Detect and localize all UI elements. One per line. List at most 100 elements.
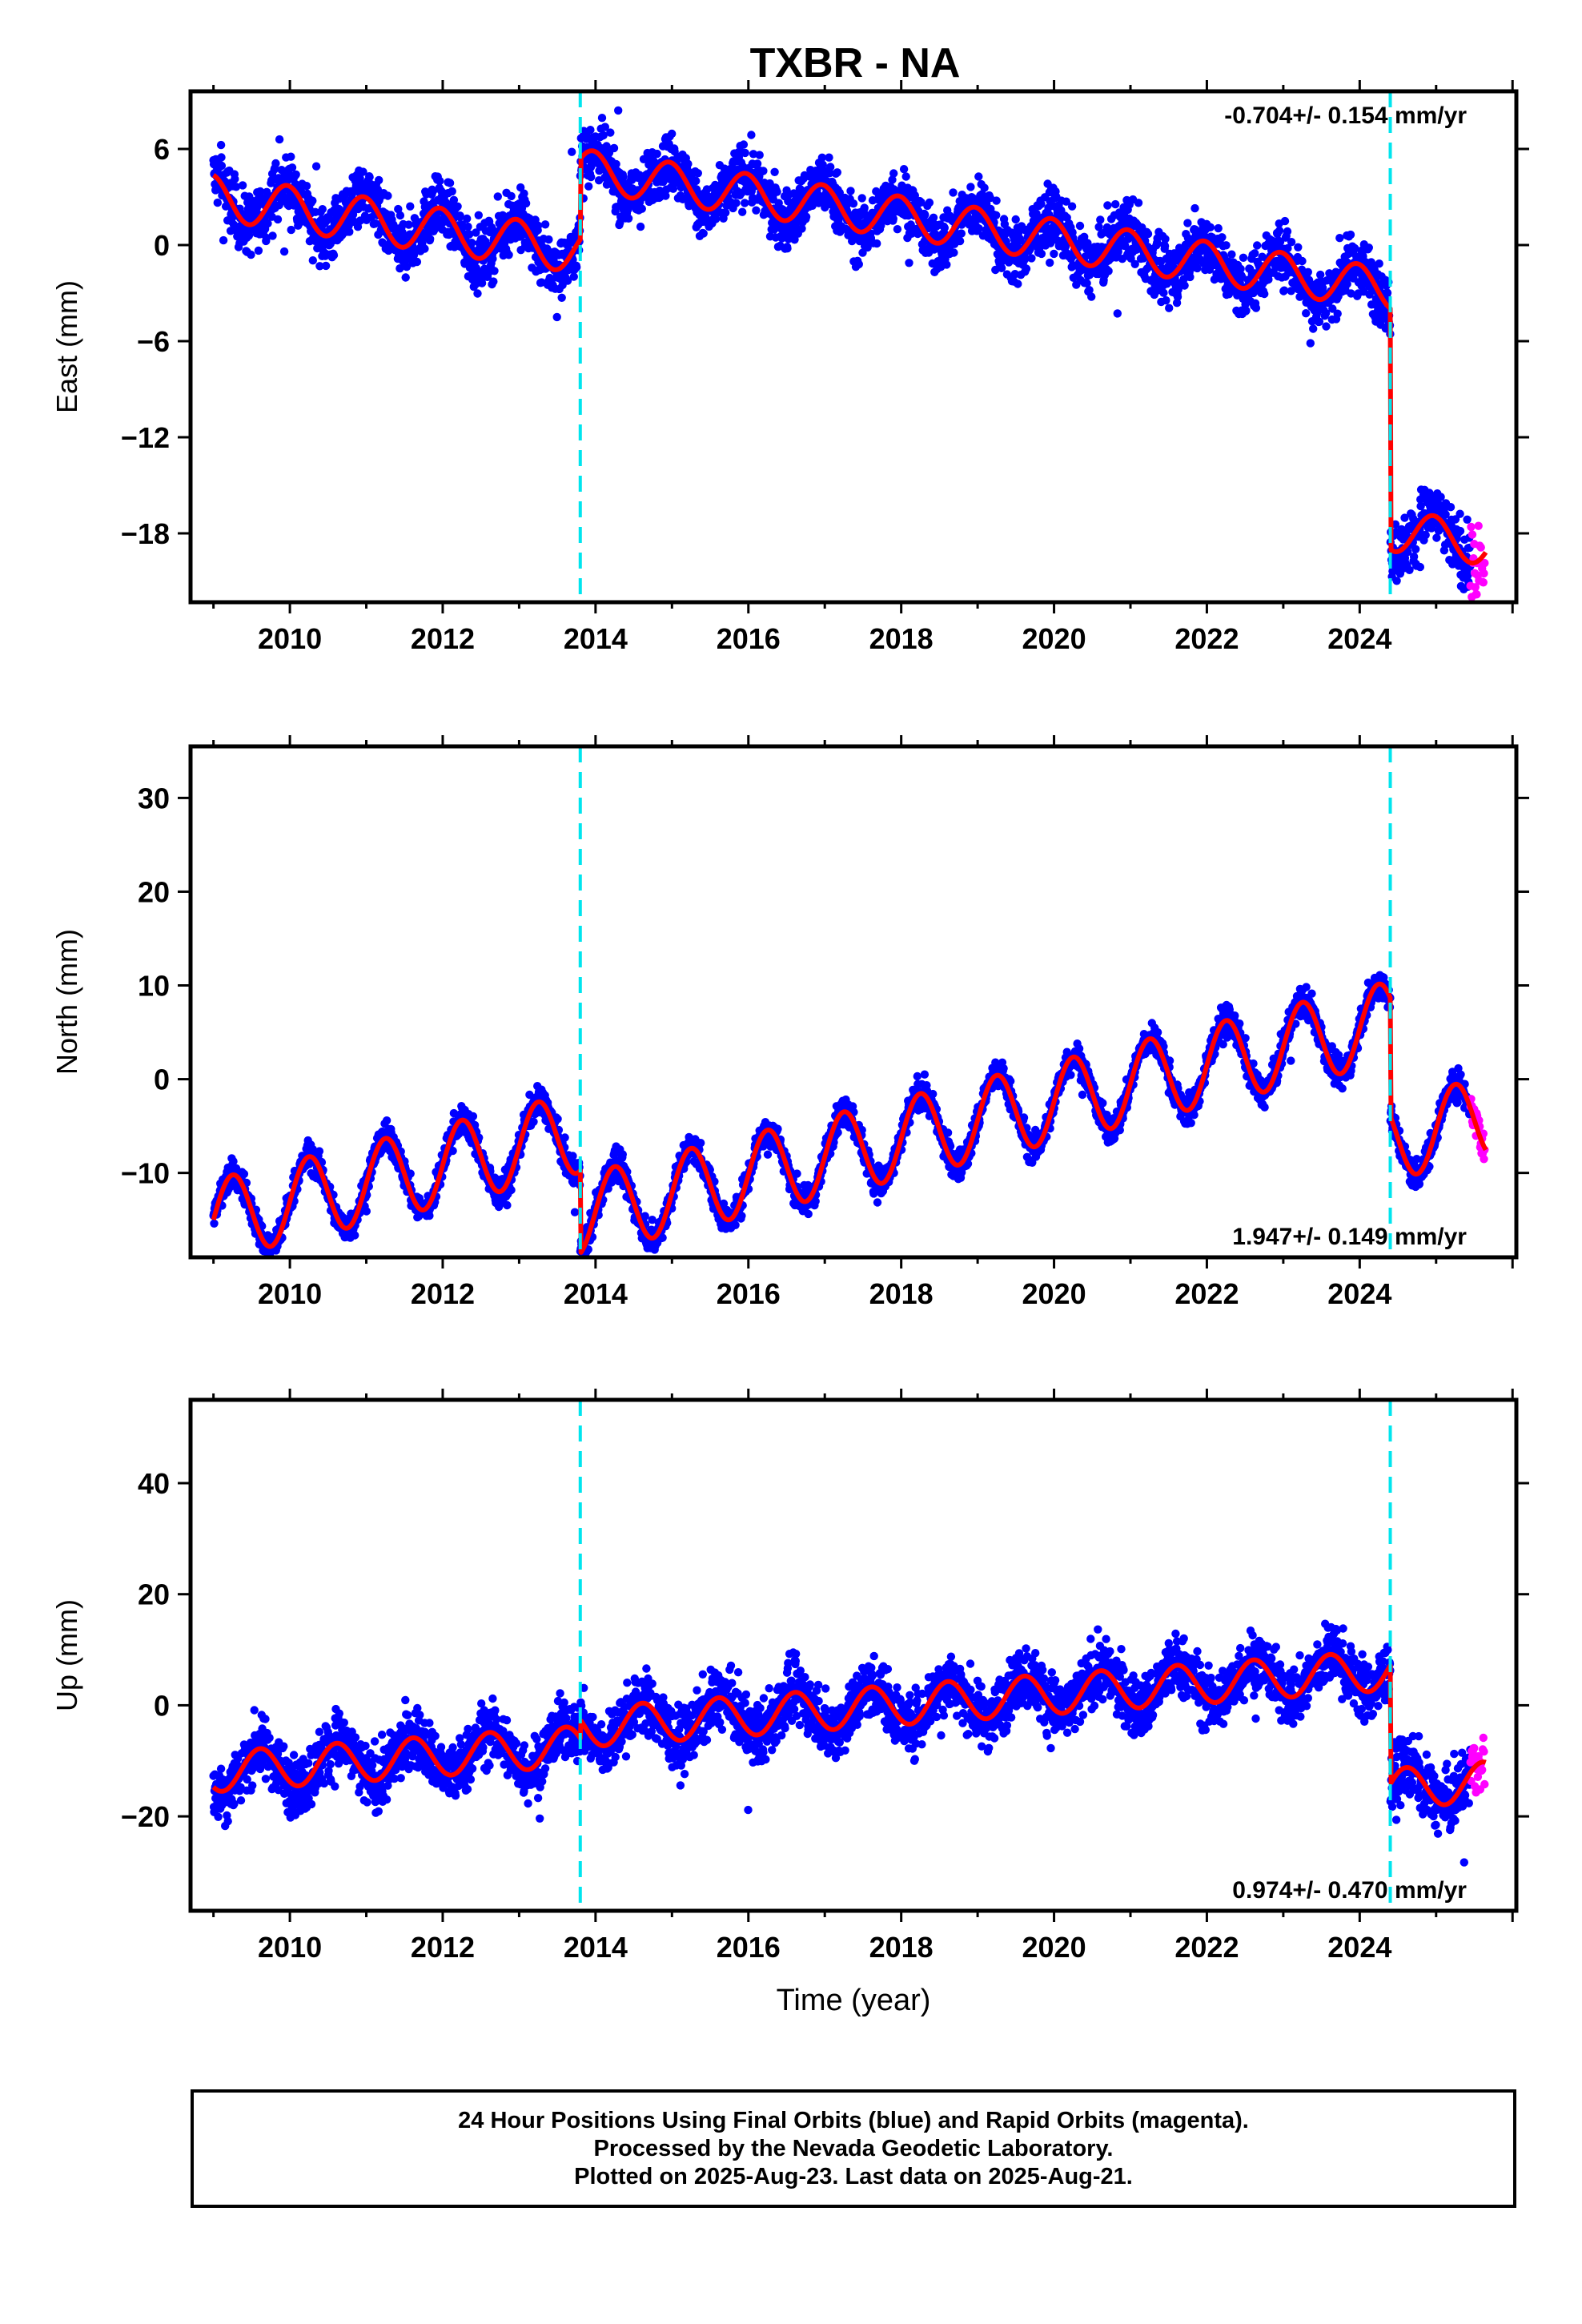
data-point [516,183,525,192]
data-point [488,254,497,263]
data-point [684,159,693,168]
data-point [533,221,543,230]
rapid-data-point [1472,590,1481,599]
data-point [453,202,462,211]
data-point [477,279,487,287]
data-point [774,199,783,207]
data-point [1022,264,1031,273]
data-point [974,172,983,181]
data-point [569,272,578,281]
rate-label: -0.704+/- 0.154 mm/yr [1224,103,1467,129]
data-point [402,263,412,271]
data-point [1046,258,1054,267]
data-point [1113,309,1122,318]
data-point [1162,296,1170,305]
data-point [1375,259,1383,268]
data-point [1214,223,1223,233]
data-point [1020,255,1030,264]
data-point [826,163,835,171]
data-point [940,223,950,232]
data-point [383,191,392,200]
data-point [287,225,295,235]
data-point [1322,322,1331,331]
data-point [825,153,833,162]
data-point [1364,243,1374,252]
data-point [661,191,670,200]
data-point [790,235,799,244]
data-point [759,167,768,175]
data-point [858,248,867,257]
data-point [1173,292,1182,301]
data-point [217,153,226,162]
data-point [287,163,297,172]
data-point [563,276,572,285]
rapid-data-point [1467,522,1476,532]
plot-area [209,971,1489,1257]
data-point [1335,234,1344,243]
data-point [1275,226,1284,235]
rapid-data-point [1476,543,1485,552]
data-point [1050,249,1058,259]
data-point [1446,503,1456,512]
data-point [426,235,435,243]
data-point [1134,199,1143,207]
data-point [711,215,721,223]
data-point [1165,304,1174,312]
data-point [445,179,455,187]
data-point [362,1207,371,1216]
data-point [1260,289,1269,299]
data-point [231,183,241,191]
data-point [721,208,730,217]
data-point [468,239,476,247]
data-point [1409,552,1419,561]
data-point [1251,304,1261,312]
data-point [217,161,227,171]
data-point [1159,288,1168,297]
data-point [428,187,438,195]
data-point [553,1115,562,1124]
data-point [738,207,747,216]
data-point [520,189,528,198]
data-point [833,168,842,177]
data-point [1222,241,1231,250]
data-point [1333,309,1342,318]
data-point [614,106,623,115]
data-point [359,167,367,176]
data-point [1027,254,1036,263]
data-point [507,191,516,201]
data-point [949,188,958,197]
data-point [873,239,881,248]
data-point [404,220,413,229]
data-point [463,214,472,223]
data-point [639,155,648,163]
data-point [624,214,633,223]
data-point [529,1117,538,1127]
data-point [1280,216,1290,226]
data-point [974,224,983,233]
data-point [652,149,661,159]
x-tick-label: 2022 [1174,622,1239,655]
x-tick-label: 2018 [869,622,934,655]
data-point [568,147,576,156]
data-point [929,213,938,222]
data-point [1253,241,1262,250]
data-point [1075,221,1085,231]
y-tick-label: 6 [154,133,170,166]
data-point [213,198,222,207]
data-point [889,169,898,178]
data-point [693,169,702,178]
data-point [1283,227,1292,236]
rapid-data-point [1474,521,1483,530]
data-point [849,199,858,208]
east-panel: 2010 2012 2014 2016 2018 2020 2022 202460−6−12−… [50,80,1529,655]
data-point [950,248,958,257]
data-point [464,222,472,231]
data-point [1302,309,1311,318]
data-point [1346,230,1355,239]
data-point [570,1208,580,1216]
data-point [1463,515,1472,524]
data-point [255,187,265,196]
data-point [1306,339,1315,348]
data-point [854,259,864,269]
data-point [942,260,951,269]
